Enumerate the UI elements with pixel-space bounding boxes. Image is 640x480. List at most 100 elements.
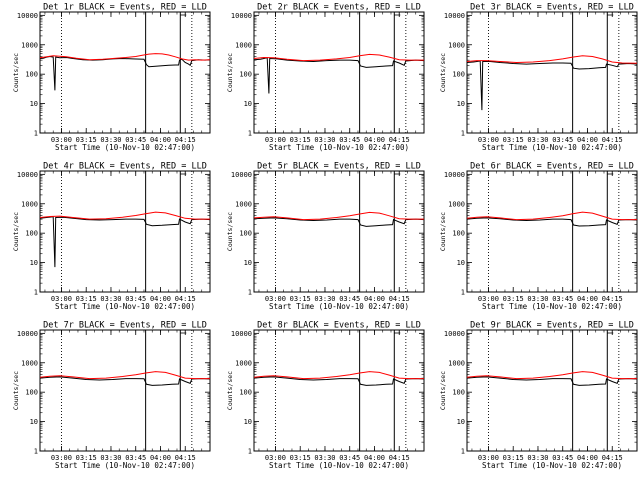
x-tick-label: 03:45 [552,136,573,144]
x-axis-label: Start Time (10-Nov-10 02:47:00) [269,461,409,470]
x-tick-label: 03:45 [552,454,573,462]
y-tick-label: 1000 [21,41,38,49]
y-tick-label: 10000 [231,12,252,20]
plot-frame [466,170,638,293]
x-tick-label: 04:00 [150,136,171,144]
plot-frame [253,170,425,293]
chart-title: Det 2r BLACK = Events, RED = LLD [257,3,421,13]
y-tick-label: 10000 [444,330,465,338]
x-tick-label: 03:45 [339,454,360,462]
x-tick-label: 03:15 [290,454,311,462]
x-tick-label: 03:30 [100,454,121,462]
x-tick-label: 04:15 [175,136,196,144]
x-tick-label: 04:15 [175,454,196,462]
x-tick-label: 03:00 [51,454,72,462]
y-axis-label: Counts/sec [439,212,447,251]
y-tick-label: 10000 [17,12,38,20]
y-axis-label: Counts/sec [12,212,20,251]
y-tick-label: 1 [34,448,38,456]
events-series-line [253,376,425,386]
x-tick-label: 04:15 [602,136,623,144]
y-tick-label: 1 [248,130,252,138]
lld-series-line [253,371,424,380]
chart-title: Det 6r BLACK = Events, RED = LLD [470,162,634,172]
y-tick-label: 1 [248,289,252,297]
x-tick-label: 04:15 [389,295,410,303]
y-tick-label: 100 [239,389,252,397]
x-axis-label: Start Time (10-Nov-10 02:47:00) [269,143,409,152]
y-tick-label: 100 [452,230,465,238]
x-tick-label: 04:00 [364,295,385,303]
y-tick-label: 1 [248,448,252,456]
chart-panel-7: Det 7r BLACK = Events, RED = LLD 1 10 100 10… [12,321,211,470]
x-tick-label: 03:30 [314,136,335,144]
y-axis-label: Counts/sec [12,371,20,410]
chart-title: Det 8r BLACK = Events, RED = LLD [257,321,421,331]
x-tick-label: 03:30 [527,295,548,303]
x-tick-label: 03:00 [478,295,499,303]
x-tick-label: 04:00 [364,454,385,462]
chart-panel-4: Det 4r BLACK = Events, RED = LLD 1 10 100 10… [12,162,211,311]
y-tick-label: 1 [461,130,465,138]
x-tick-label: 03:45 [552,295,573,303]
events-series-line [253,57,425,94]
x-tick-label: 03:15 [503,136,524,144]
lld-series-line [466,211,637,221]
x-tick-label: 03:00 [51,295,72,303]
x-axis-label: Start Time (10-Nov-10 02:47:00) [482,143,622,152]
x-tick-label: 03:45 [339,136,360,144]
x-axis-label: Start Time (10-Nov-10 02:47:00) [55,461,195,470]
y-tick-label: 10 [457,418,465,426]
x-tick-label: 03:00 [265,454,286,462]
y-tick-label: 1000 [21,359,38,367]
x-tick-label: 03:00 [478,136,499,144]
x-tick-label: 03:30 [527,136,548,144]
x-tick-label: 03:00 [478,454,499,462]
y-tick-label: 1 [34,130,38,138]
x-tick-label: 04:00 [364,136,385,144]
y-tick-label: 10 [30,100,38,108]
y-tick-label: 10000 [231,171,252,179]
x-tick-label: 04:00 [577,136,598,144]
x-tick-label: 04:00 [577,295,598,303]
x-axis-label: Start Time (10-Nov-10 02:47:00) [482,461,622,470]
lld-series-line [253,53,424,62]
events-series-line [39,376,211,386]
y-tick-label: 10000 [231,330,252,338]
events-series-line [466,60,638,111]
x-axis-label: Start Time (10-Nov-10 02:47:00) [482,302,622,311]
chart-panel-1: Det 1r BLACK = Events, RED = LLD 1 10 100 10… [12,3,211,152]
chart-panel-9: Det 9r BLACK = Events, RED = LLD 1 10 100 10… [439,321,638,470]
y-tick-label: 1000 [21,200,38,208]
events-series-line [466,376,638,386]
chart-title: Det 4r BLACK = Events, RED = LLD [43,162,207,172]
x-tick-label: 03:45 [125,136,146,144]
y-tick-label: 1 [34,289,38,297]
y-tick-label: 10 [457,100,465,108]
y-tick-label: 10 [30,259,38,267]
chart-panel-8: Det 8r BLACK = Events, RED = LLD 1 10 100 10… [226,321,425,470]
x-axis-label: Start Time (10-Nov-10 02:47:00) [55,143,195,152]
x-tick-label: 03:30 [314,295,335,303]
y-tick-label: 100 [239,71,252,79]
y-axis-label: Counts/sec [439,371,447,410]
y-tick-label: 10000 [17,171,38,179]
plot-frame [466,11,638,134]
chart-title: Det 1r BLACK = Events, RED = LLD [43,3,207,13]
x-tick-label: 03:15 [76,454,97,462]
y-tick-label: 1000 [448,359,465,367]
x-tick-label: 03:30 [527,454,548,462]
chart-panel-5: Det 5r BLACK = Events, RED = LLD 1 10 100 10… [226,162,425,311]
plot-frame [39,11,211,134]
lld-series-line [466,55,638,64]
y-tick-label: 1 [461,289,465,297]
y-tick-label: 1000 [235,359,252,367]
x-tick-label: 03:45 [125,454,146,462]
lld-series-line [39,371,210,380]
y-axis-label: Counts/sec [439,53,447,92]
events-series-line [253,217,425,227]
events-series-line [39,216,211,268]
x-tick-label: 04:15 [602,454,623,462]
x-tick-label: 03:15 [290,295,311,303]
events-series-line [466,217,638,227]
